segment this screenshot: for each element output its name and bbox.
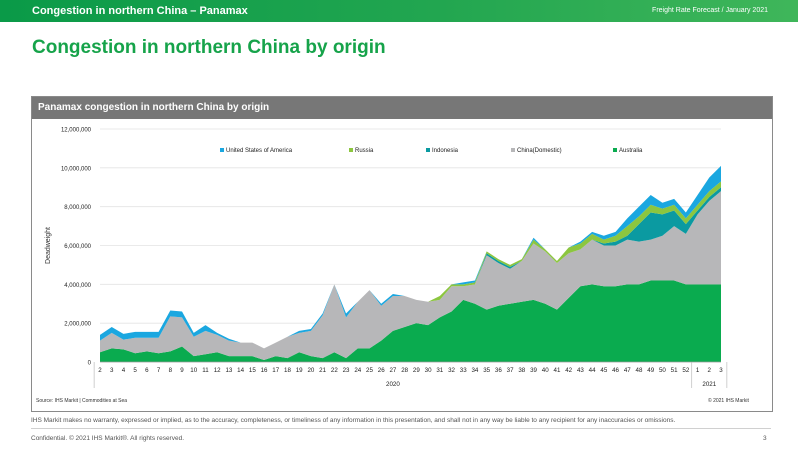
y-axis-label: Deadweight xyxy=(45,227,52,264)
page-number: 3 xyxy=(763,435,767,442)
x-tick-label: 6 xyxy=(145,367,149,374)
x-tick-label: 42 xyxy=(565,367,572,374)
y-tick-label: 10,000,000 xyxy=(61,166,92,172)
area-united-states-of-america xyxy=(100,165,721,349)
disclaimer: IHS Markit makes no warranty, expressed … xyxy=(31,417,676,424)
x-tick-label: 44 xyxy=(589,367,596,374)
chart-title: Panamax congestion in northern China by … xyxy=(38,102,270,113)
x-tick-label: 49 xyxy=(647,367,654,374)
x-tick-label: 5 xyxy=(133,367,137,374)
x-tick-label: 46 xyxy=(612,367,619,374)
x-tick-label: 16 xyxy=(261,367,268,374)
x-tick-label: 20 xyxy=(307,367,314,374)
x-tick-label: 4 xyxy=(122,367,126,374)
x-tick-label: 26 xyxy=(378,367,385,374)
x-tick-label: 8 xyxy=(169,367,173,374)
legend-label: Indonesia xyxy=(432,148,459,154)
x-tick-label: 22 xyxy=(331,367,338,374)
x-tick-label: 21 xyxy=(319,367,326,374)
x-tick-label: 29 xyxy=(413,367,420,374)
chart-copyright: © 2021 IHS Markit xyxy=(708,398,749,404)
x-tick-label: 11 xyxy=(202,367,209,374)
x-tick-label: 52 xyxy=(682,367,689,374)
page-title: Congestion in northern China by origin xyxy=(32,37,386,58)
y-tick-label: 12,000,000 xyxy=(61,128,92,134)
chart-source: Source: IHS Markit | Commodities at Sea xyxy=(36,398,128,404)
legend-label: Australia xyxy=(619,148,643,154)
x-tick-label: 50 xyxy=(659,367,666,374)
x-tick-label: 30 xyxy=(425,367,432,374)
x-tick-label: 17 xyxy=(272,367,279,374)
legend-swatch xyxy=(511,148,515,152)
y-tick-label: 6,000,000 xyxy=(64,244,91,250)
x-tick-label: 19 xyxy=(296,367,303,374)
section-title: Congestion in northern China – Panamax xyxy=(32,5,248,17)
x-tick-label: 15 xyxy=(249,367,256,374)
x-tick-label: 24 xyxy=(354,367,361,374)
x-tick-label: 32 xyxy=(448,367,455,374)
x-tick-label: 34 xyxy=(471,367,478,374)
x-tick-label: 18 xyxy=(284,367,291,374)
x-tick-label: 48 xyxy=(636,367,643,374)
x-tick-label: 35 xyxy=(483,367,490,374)
x-tick-label: 39 xyxy=(530,367,537,374)
legend-label: China(Domestic) xyxy=(517,148,562,154)
x-tick-label: 37 xyxy=(507,367,514,374)
x-tick-label: 51 xyxy=(671,367,678,374)
x-tick-label: 25 xyxy=(366,367,373,374)
y-tick-label: 4,000,000 xyxy=(64,283,91,289)
x-tick-label: 13 xyxy=(225,367,232,374)
x-tick-label: 3 xyxy=(110,367,114,374)
y-tick-label: 8,000,000 xyxy=(64,205,91,211)
top-banner: Congestion in northern China – Panamax F… xyxy=(0,0,798,22)
x-tick-label: 41 xyxy=(554,367,561,374)
x-tick-label: 36 xyxy=(495,367,502,374)
area-china-domestic xyxy=(100,191,721,361)
x-tick-label: 23 xyxy=(343,367,350,374)
y-tick-label: 0 xyxy=(88,361,92,367)
footer-divider xyxy=(31,428,771,429)
x-tick-label: 2 xyxy=(98,367,102,374)
legend-swatch xyxy=(613,148,617,152)
x-tick-label: 33 xyxy=(460,367,467,374)
legend-label: United States of America xyxy=(226,148,293,154)
x-tick-label: 9 xyxy=(180,367,184,374)
x-tick-label: 1 xyxy=(696,367,700,374)
x-tick-label: 45 xyxy=(600,367,607,374)
legend-swatch xyxy=(349,148,353,152)
y-tick-label: 2,000,000 xyxy=(64,322,91,328)
x-tick-label: 10 xyxy=(190,367,197,374)
footer-confidential: Confidential. © 2021 IHS Markit®. All ri… xyxy=(31,435,185,442)
chart-panel-header: Panamax congestion in northern China by … xyxy=(32,97,772,119)
x-tick-label: 28 xyxy=(401,367,408,374)
legend-swatch xyxy=(426,148,430,152)
x-tick-label: 43 xyxy=(577,367,584,374)
x-tick-label: 38 xyxy=(518,367,525,374)
x-tick-label: 27 xyxy=(389,367,396,374)
year-label: 2021 xyxy=(702,381,716,388)
x-tick-label: 14 xyxy=(237,367,244,374)
x-tick-label: 2 xyxy=(708,367,712,374)
area-australia xyxy=(100,280,721,362)
x-tick-label: 47 xyxy=(624,367,631,374)
legend-label: Russia xyxy=(355,148,374,154)
x-tick-label: 12 xyxy=(214,367,221,374)
report-name: Freight Rate Forecast / January 2021 xyxy=(652,7,768,14)
x-tick-label: 7 xyxy=(157,367,161,374)
year-label: 2020 xyxy=(386,381,400,388)
x-tick-label: 3 xyxy=(719,367,723,374)
legend-swatch xyxy=(220,148,224,152)
x-tick-label: 40 xyxy=(542,367,549,374)
x-tick-label: 31 xyxy=(436,367,443,374)
